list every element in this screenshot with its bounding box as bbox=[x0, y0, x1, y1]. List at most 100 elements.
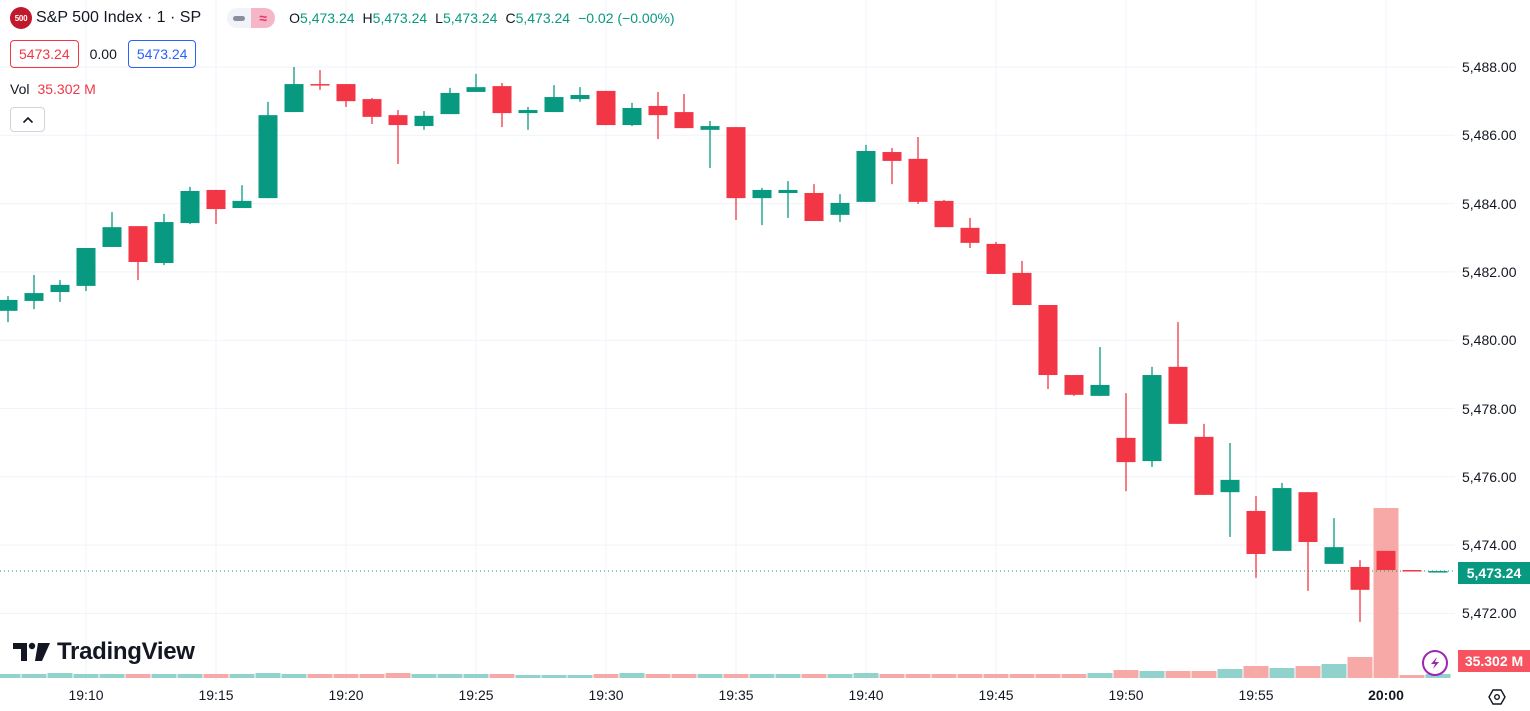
volume-bar bbox=[255, 673, 281, 678]
candle-body[interactable] bbox=[1350, 566, 1370, 590]
candle-body[interactable] bbox=[596, 90, 616, 126]
candle-body[interactable] bbox=[752, 189, 772, 199]
candle-body[interactable] bbox=[180, 190, 200, 224]
volume-bar bbox=[333, 674, 359, 678]
candle-body[interactable] bbox=[1272, 488, 1292, 551]
candle-body[interactable] bbox=[1220, 479, 1240, 493]
collapse-legend-button[interactable] bbox=[10, 107, 45, 132]
volume-bar bbox=[1347, 657, 1373, 678]
volume-bar bbox=[1373, 508, 1399, 678]
price-tick-label: 5,478.00 bbox=[1462, 400, 1517, 417]
symbol-title[interactable]: S&P 500 Index · 1 · SP bbox=[36, 9, 202, 26]
candle-body[interactable] bbox=[804, 193, 824, 222]
candle-body[interactable] bbox=[50, 284, 70, 293]
candle-body[interactable] bbox=[570, 95, 590, 100]
candle-body[interactable] bbox=[1246, 510, 1266, 554]
candle-body[interactable] bbox=[1376, 550, 1396, 571]
chart-settings-button[interactable] bbox=[1486, 686, 1508, 708]
candle-body[interactable] bbox=[76, 247, 96, 286]
volume-bar bbox=[1321, 664, 1347, 678]
candle-body[interactable] bbox=[284, 84, 304, 113]
candle-body[interactable] bbox=[362, 99, 382, 117]
volume-value: 35.302 M bbox=[37, 81, 96, 97]
quick-action-button[interactable] bbox=[1422, 650, 1448, 676]
candle-body[interactable] bbox=[1428, 571, 1448, 573]
candle-body[interactable] bbox=[908, 158, 928, 202]
time-tick-label: 20:00 bbox=[1368, 687, 1404, 703]
candle-body[interactable] bbox=[154, 222, 174, 264]
candle-body[interactable] bbox=[1168, 366, 1188, 424]
approx-icon[interactable]: ≈ bbox=[251, 8, 276, 28]
spread-value: 0.00 bbox=[89, 46, 117, 62]
close-value: 5,473.24 bbox=[515, 10, 571, 26]
candle-body[interactable] bbox=[388, 115, 408, 126]
last-volume-label: 35.302 M bbox=[1458, 650, 1530, 672]
candle-body[interactable] bbox=[1116, 437, 1136, 463]
volume-bar bbox=[541, 675, 567, 678]
volume-bar bbox=[489, 674, 515, 678]
candle-body[interactable] bbox=[128, 226, 148, 262]
chart-style-toggle[interactable]: ≈ bbox=[227, 8, 276, 28]
candle-body[interactable] bbox=[544, 97, 564, 113]
candle-body[interactable] bbox=[310, 84, 330, 86]
candle-body[interactable] bbox=[102, 227, 122, 247]
price-tick-label: 5,488.00 bbox=[1462, 59, 1517, 75]
buy-price-button[interactable]: 5473.24 bbox=[127, 40, 197, 68]
volume-bar bbox=[801, 674, 827, 678]
candle-body[interactable] bbox=[882, 152, 902, 161]
candle-body[interactable] bbox=[960, 227, 980, 243]
candle-body[interactable] bbox=[0, 299, 18, 311]
volume-bar bbox=[1295, 666, 1321, 678]
volume-bar bbox=[671, 674, 697, 678]
candle-body[interactable] bbox=[440, 92, 460, 115]
price-tick-label: 5,474.00 bbox=[1462, 537, 1517, 554]
candle-body[interactable] bbox=[934, 200, 954, 228]
volume-bar bbox=[1113, 670, 1139, 678]
candle-body[interactable] bbox=[830, 202, 850, 215]
candle-body[interactable] bbox=[24, 293, 44, 301]
volume-bar bbox=[47, 673, 73, 678]
candle-body[interactable] bbox=[778, 189, 798, 194]
time-tick-label: 19:35 bbox=[718, 687, 754, 703]
candle-body[interactable] bbox=[518, 110, 538, 114]
candle-body[interactable] bbox=[1038, 305, 1058, 376]
candle-body[interactable] bbox=[856, 151, 876, 202]
sell-price-button[interactable]: 5473.24 bbox=[10, 40, 79, 68]
candle-body[interactable] bbox=[492, 86, 512, 114]
candle-body[interactable] bbox=[232, 200, 252, 209]
candle-body[interactable] bbox=[258, 115, 278, 199]
candle-body[interactable] bbox=[1012, 272, 1032, 306]
candle-body[interactable] bbox=[336, 84, 356, 102]
candle-body[interactable] bbox=[648, 105, 668, 116]
candle-body[interactable] bbox=[622, 107, 642, 126]
candle-body[interactable] bbox=[414, 115, 434, 127]
hexagon-settings-icon bbox=[1488, 689, 1506, 705]
candle-body[interactable] bbox=[674, 112, 694, 129]
volume-bar bbox=[21, 674, 47, 678]
candle-body[interactable] bbox=[1402, 570, 1422, 572]
candle-body[interactable] bbox=[700, 126, 720, 130]
candle-body[interactable] bbox=[726, 127, 746, 199]
price-tick-label: 5,480.00 bbox=[1462, 332, 1517, 349]
volume-bar bbox=[437, 674, 463, 678]
candle-body[interactable] bbox=[1298, 492, 1318, 543]
volume-bar bbox=[515, 675, 541, 678]
tradingview-logo[interactable]: TradingView bbox=[13, 638, 195, 666]
candle-body[interactable] bbox=[466, 87, 486, 92]
candle-body[interactable] bbox=[986, 243, 1006, 274]
candle-body[interactable] bbox=[1142, 375, 1162, 462]
volume-bar bbox=[827, 674, 853, 678]
volume-bar bbox=[931, 674, 957, 678]
volume-bar bbox=[905, 674, 931, 678]
volume-label[interactable]: Vol bbox=[10, 81, 30, 97]
minus-icon[interactable] bbox=[227, 8, 252, 28]
candle-body[interactable] bbox=[1194, 436, 1214, 495]
candle-body[interactable] bbox=[1064, 375, 1084, 395]
volume-bar bbox=[1165, 671, 1191, 678]
candle-body[interactable] bbox=[206, 189, 226, 210]
candle-body[interactable] bbox=[1324, 547, 1344, 564]
ohlc-values: O 5,473.24 H 5,473.24 L 5,473.24 C 5,473.24 … bbox=[289, 10, 675, 26]
tradingview-logo-text: TradingView bbox=[57, 638, 195, 665]
candle-body[interactable] bbox=[1090, 384, 1110, 396]
